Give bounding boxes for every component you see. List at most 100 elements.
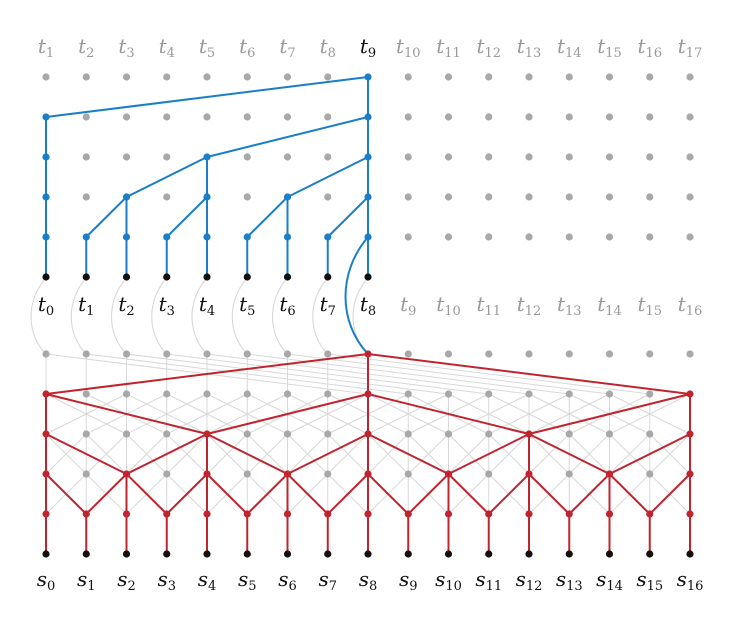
red-edge — [246, 473, 289, 515]
blue-node — [364, 153, 372, 161]
light-curve-edge — [191, 277, 208, 355]
grid-node — [324, 113, 332, 121]
red-node — [686, 510, 694, 518]
red-edge — [487, 473, 530, 515]
grid-node — [646, 153, 654, 161]
light-edge — [246, 433, 288, 475]
grid-node — [605, 233, 614, 241]
blue-node — [82, 233, 90, 241]
grid-node — [444, 113, 453, 121]
grid-node — [686, 113, 694, 121]
red-edge — [407, 473, 450, 515]
red-edge — [608, 473, 651, 515]
grid-node — [646, 390, 654, 398]
mid-label-t6: t6 — [279, 292, 295, 319]
grid-node — [686, 233, 694, 241]
light-edge — [649, 433, 691, 475]
bottom-label-s12: s12 — [516, 567, 543, 594]
grid-node — [525, 153, 533, 161]
light-curve-edge — [110, 277, 127, 355]
grid-node — [605, 153, 614, 161]
grid-node — [485, 153, 493, 161]
grid-node — [565, 430, 573, 438]
blue-node — [203, 193, 211, 201]
bottom-label-s0: s0 — [37, 567, 56, 594]
red-node — [122, 510, 131, 518]
blue-node — [42, 233, 50, 241]
grid-node — [404, 73, 412, 81]
red-edge — [608, 433, 691, 475]
grid-node — [324, 430, 332, 438]
grid-node — [404, 470, 412, 478]
light-edge — [287, 353, 610, 395]
grid-node — [485, 390, 493, 398]
light-edge — [568, 433, 610, 475]
grid-node — [122, 153, 131, 161]
grid-node — [646, 430, 654, 438]
top-label-t1: t1 — [38, 34, 54, 61]
mid-label-t13: t13 — [557, 292, 582, 319]
red-node — [243, 510, 251, 518]
grid-node — [203, 113, 211, 121]
mid-label-t3: t3 — [159, 292, 175, 319]
bottom-label-s5: s5 — [238, 567, 257, 594]
bottom-label-s14: s14 — [596, 567, 623, 594]
bottom-label-s6: s6 — [278, 567, 297, 594]
bottom-label-s8: s8 — [359, 567, 378, 594]
grid-node — [646, 470, 654, 478]
red-node — [525, 430, 533, 438]
grid-node — [605, 350, 614, 358]
red-edge — [45, 393, 208, 435]
leaf-node — [364, 273, 372, 281]
leaf-node — [243, 550, 251, 558]
leaf-node — [283, 273, 292, 281]
red-edge — [648, 473, 691, 515]
grid-node — [283, 430, 292, 438]
leaf-node — [42, 550, 50, 558]
bottom-label-s10: s10 — [435, 567, 462, 594]
light-edge — [528, 433, 570, 475]
grid-node — [686, 193, 694, 201]
leaf-node — [163, 550, 171, 558]
grid-node — [243, 350, 251, 358]
red-node — [525, 510, 533, 518]
grid-node — [605, 193, 614, 201]
top-label-t8: t8 — [320, 34, 336, 61]
leaf-node — [565, 550, 573, 558]
light-edge — [126, 433, 168, 475]
bottom-label-s11: s11 — [475, 567, 502, 594]
red-edge — [125, 433, 208, 475]
blue-node — [122, 233, 131, 241]
light-curve-edge — [70, 277, 87, 355]
grid-node — [646, 233, 654, 241]
red-node — [364, 390, 372, 398]
grid-node — [404, 430, 412, 438]
grid-node — [444, 233, 453, 241]
grid-nodes — [42, 73, 694, 558]
leaf-node — [243, 273, 251, 281]
grid-node — [646, 193, 654, 201]
red-node — [525, 470, 533, 478]
grid-node — [485, 73, 493, 81]
red-node — [283, 510, 292, 518]
grid-node — [122, 390, 131, 398]
red-node — [163, 510, 171, 518]
red-node — [646, 510, 654, 518]
top-label-t17: t17 — [678, 34, 703, 61]
grid-node — [605, 430, 614, 438]
light-edge — [327, 433, 369, 475]
grid-node — [163, 153, 171, 161]
grid-node — [324, 350, 332, 358]
top-label-t16: t16 — [637, 34, 662, 61]
leaf-node — [686, 550, 694, 558]
blue-edge — [246, 196, 289, 238]
light-edge — [246, 353, 570, 395]
grid-node — [404, 350, 412, 358]
red-node — [42, 470, 50, 478]
top-label-t15: t15 — [597, 34, 622, 61]
grid-node — [243, 430, 251, 438]
red-node — [42, 390, 50, 398]
grid-node — [404, 390, 412, 398]
blue-edge — [326, 196, 369, 238]
grid-node — [163, 193, 171, 201]
